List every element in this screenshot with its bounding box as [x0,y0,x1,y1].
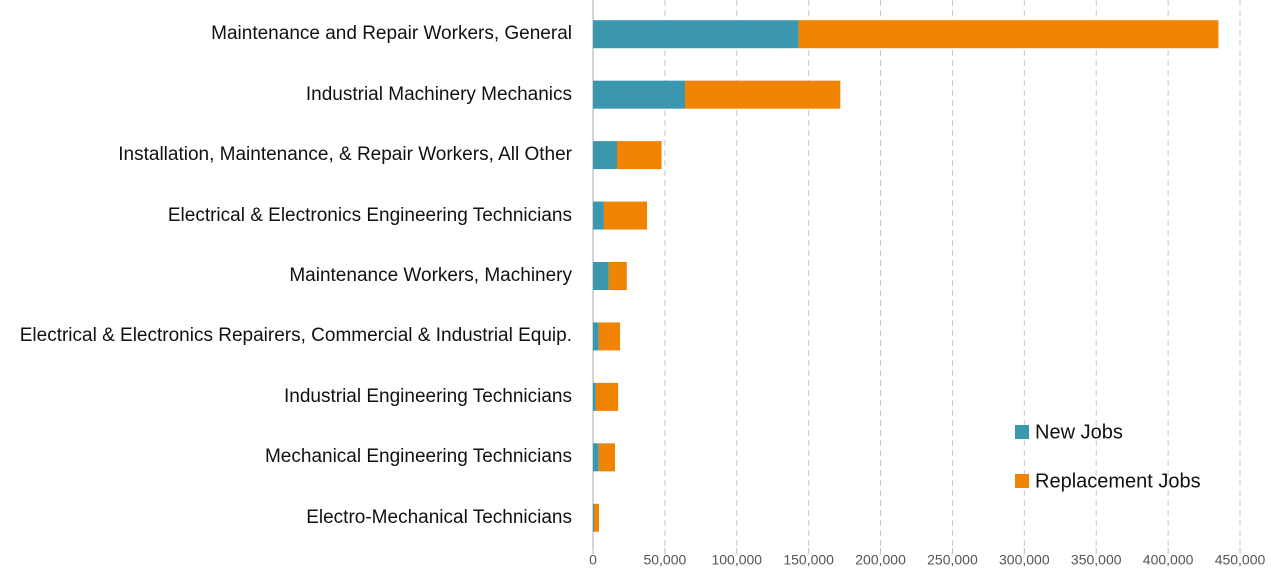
bar-segment [593,322,599,351]
y-tick-label-box: Industrial Engineering Technicians [0,369,572,425]
bar-segment [593,201,604,230]
y-tick-label-box: Electro-Mechanical Technicians [0,490,572,546]
y-tick-label: Industrial Machinery Mechanics [305,83,572,105]
bar-segment [598,443,615,472]
bar-segment [593,382,596,411]
x-tick-label: 0 [589,552,597,568]
y-tick-label: Electrical & Electronics Engineering Tec… [167,204,572,226]
y-tick-label: Installation, Maintenance, & Repair Work… [118,144,572,166]
x-tick-label: 350,000 [1071,552,1122,568]
x-tick-label: 200,000 [855,552,906,568]
y-tick-label-box: Maintenance Workers, Machinery [0,248,572,304]
legend-label: New Jobs [1035,421,1123,443]
bar-segment [593,443,599,472]
legend-label: Replacement Jobs [1035,470,1201,492]
y-tick-label-box: Electrical & Electronics Engineering Tec… [0,188,572,244]
y-tick-label: Electrical & Electronics Repairers, Comm… [19,325,572,347]
y-tick-label: Mechanical Engineering Technicians [264,446,572,468]
x-tick-label: 400,000 [1143,552,1194,568]
y-tick-label: Industrial Engineering Technicians [284,385,572,407]
bar-segment [593,503,595,532]
y-tick-label: Electro-Mechanical Technicians [306,506,572,528]
legend-swatch [1015,474,1029,488]
bar-segment [617,141,662,170]
bar-segment [598,322,621,351]
y-tick-label-box: Electrical & Electronics Repairers, Comm… [0,308,572,364]
x-tick-label: 250,000 [927,552,978,568]
bar-segment [595,382,619,411]
x-tick-label: 150,000 [783,552,834,568]
bar-segment [603,201,648,230]
x-tick-label: 100,000 [711,552,762,568]
y-tick-label-box: Maintenance and Repair Workers, General [0,6,572,62]
bar-segment [798,20,1219,49]
bar-segment [593,80,686,109]
y-tick-label-box: Mechanical Engineering Technicians [0,429,572,485]
x-tick-label: 50,000 [643,552,686,568]
bar-segment [593,20,799,49]
x-tick-label: 450,000 [1215,552,1266,568]
bar-segment [593,262,609,290]
bar-segment [608,262,627,290]
y-tick-label: Maintenance and Repair Workers, General [211,23,572,45]
y-tick-label-box: Industrial Machinery Mechanics [0,67,572,123]
bar-segment [594,503,600,532]
x-tick-label: 300,000 [999,552,1050,568]
y-tick-label-box: Installation, Maintenance, & Repair Work… [0,127,572,183]
bar-segment [593,141,618,170]
y-tick-label: Maintenance Workers, Machinery [289,265,572,286]
legend-swatch [1015,425,1029,439]
bar-segment [685,80,841,109]
